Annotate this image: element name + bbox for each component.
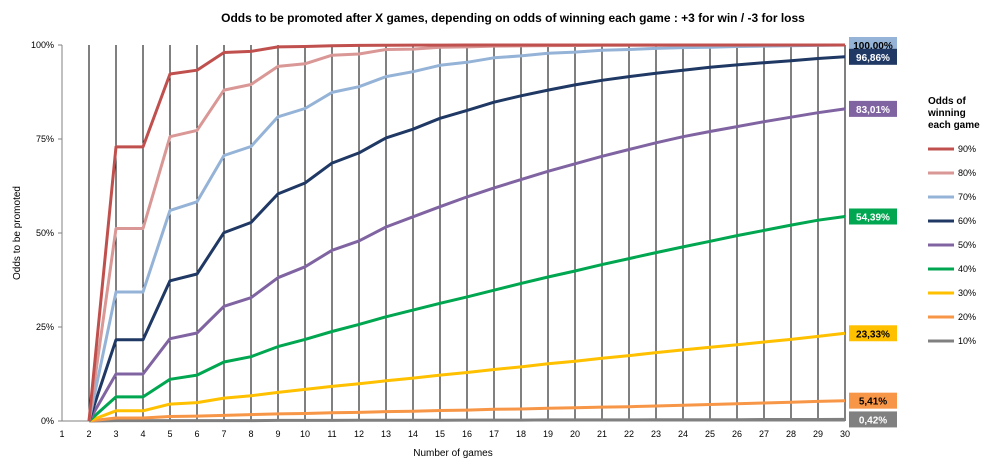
x-tick-label-16: 16	[462, 429, 472, 439]
legend-label-10pct: 10%	[958, 336, 976, 346]
x-tick-label-4: 4	[140, 429, 145, 439]
x-tick-label-12: 12	[354, 429, 364, 439]
end-label-50pct: 83,01%	[856, 105, 890, 116]
legend-title-line-3: each game	[928, 120, 980, 131]
x-tick-label-7: 7	[221, 429, 226, 439]
y-tick-label-25: 25%	[36, 322, 54, 332]
series-line-50pct	[87, 107, 846, 422]
series-group	[87, 43, 846, 423]
series-line-90pct	[87, 43, 845, 422]
legend-label-20pct: 20%	[958, 312, 976, 322]
x-tick-label-24: 24	[678, 429, 688, 439]
x-tick-label-1: 1	[59, 429, 64, 439]
x-tick-label-23: 23	[651, 429, 661, 439]
x-tick-label-15: 15	[435, 429, 445, 439]
x-tick-label-8: 8	[248, 429, 253, 439]
chart-title: Odds to be promoted after X games, depen…	[221, 11, 805, 25]
x-tick-label-26: 26	[732, 429, 742, 439]
series-line-20pct	[88, 399, 846, 423]
x-tick-label-18: 18	[516, 429, 526, 439]
series-line-30pct	[88, 331, 846, 423]
legend-label-60pct: 60%	[958, 216, 976, 226]
x-tick-label-28: 28	[786, 429, 796, 439]
legend-label-50pct: 50%	[958, 240, 976, 250]
x-tick-label-6: 6	[194, 429, 199, 439]
legend-title-line-1: Odds of	[928, 96, 966, 107]
x-tick-label-9: 9	[275, 429, 280, 439]
x-tick-label-13: 13	[381, 429, 391, 439]
x-tick-label-10: 10	[300, 429, 310, 439]
x-tick-label-20: 20	[570, 429, 580, 439]
end-label-box-10pct	[849, 411, 897, 428]
end-label-box-30pct	[849, 325, 897, 342]
x-tick-label-17: 17	[489, 429, 499, 439]
legend-title-line-2: winning	[927, 108, 966, 119]
x-tick-label-2: 2	[86, 429, 91, 439]
x-axis-label: Number of games	[413, 448, 492, 459]
series-line-10pct	[88, 417, 846, 423]
y-axis-label: Odds to be promoted	[12, 186, 23, 280]
end-label-box-50pct	[849, 100, 897, 117]
end-label-60pct: 96,86%	[856, 53, 890, 64]
series-line-40pct	[88, 215, 846, 423]
x-tick-label-29: 29	[813, 429, 823, 439]
x-tick-label-3: 3	[113, 429, 118, 439]
legend-label-90pct: 90%	[958, 144, 976, 154]
series-line-60pct	[87, 55, 846, 422]
legend-label-80pct: 80%	[958, 168, 976, 178]
end-label-40pct: 54,39%	[856, 212, 890, 223]
x-tick-label-22: 22	[624, 429, 634, 439]
x-tick-label-5: 5	[167, 429, 172, 439]
end-label-10pct: 0,42%	[859, 415, 887, 426]
x-tick-label-21: 21	[597, 429, 607, 439]
x-tick-label-25: 25	[705, 429, 715, 439]
y-tick-label-0: 0%	[41, 416, 54, 426]
y-tick-label-50: 50%	[36, 228, 54, 238]
end-labels: 100,00%96,86% 83,01% 54,39% 23,33% 5,41% 0,42…	[849, 37, 897, 428]
end-label-box-60pct	[849, 48, 897, 65]
x-tick-label-19: 19	[543, 429, 553, 439]
series-line-70pct	[87, 43, 846, 422]
end-label-70pct: 100,00%	[853, 41, 893, 52]
legend-label-30pct: 30%	[958, 288, 976, 298]
x-tick-label-27: 27	[759, 429, 769, 439]
end-label-20pct: 5,41%	[859, 397, 887, 408]
x-tick-label-14: 14	[408, 429, 418, 439]
end-label-box-40pct	[849, 208, 897, 225]
x-tick-label-11: 11	[327, 429, 336, 439]
y-tick-label-100: 100%	[31, 40, 54, 50]
legend-label-40pct: 40%	[958, 264, 976, 274]
end-label-30pct: 23,33%	[856, 329, 890, 340]
end-label-box-20pct	[849, 392, 897, 409]
y-tick-label-75: 75%	[36, 134, 54, 144]
legend-label-70pct: 70%	[958, 192, 976, 202]
x-tick-label-30: 30	[840, 429, 850, 439]
